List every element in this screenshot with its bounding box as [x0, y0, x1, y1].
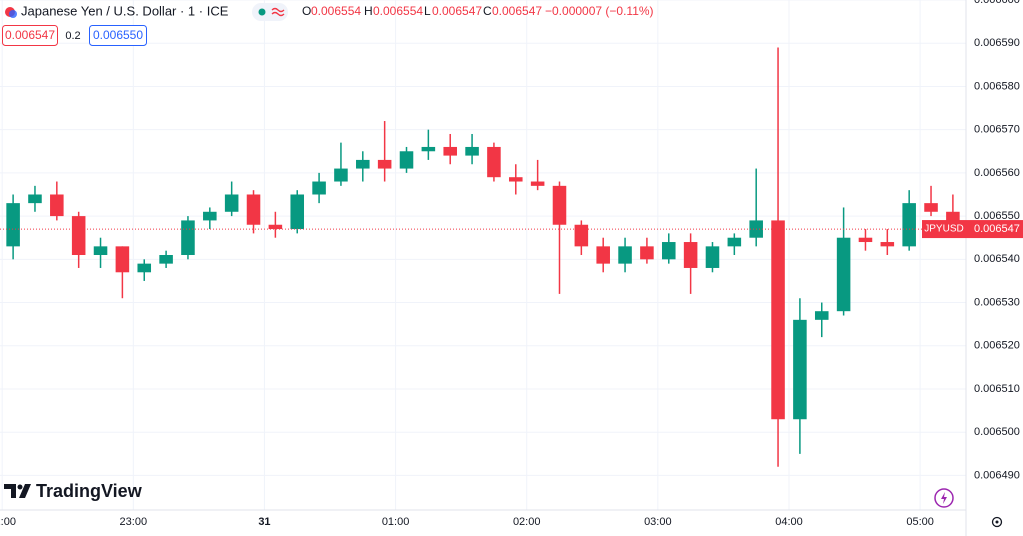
candles	[0, 47, 966, 467]
candle-body	[28, 194, 42, 204]
candle-body	[115, 246, 130, 273]
x-tick-label: 04:00	[775, 516, 803, 528]
symbol-tag	[922, 220, 966, 239]
candle-body	[421, 146, 436, 152]
y-tick-label: 0.006510	[974, 383, 1020, 395]
x-tick-label: 22:00	[0, 516, 16, 528]
alert-icon[interactable]	[934, 488, 954, 508]
candle-body	[574, 224, 589, 247]
candle-body	[268, 224, 283, 230]
y-tick-label: 0.006580	[974, 80, 1020, 92]
candle-body	[246, 194, 261, 225]
candle-body	[727, 237, 742, 247]
candle-body	[924, 203, 938, 212]
settings-icon	[995, 520, 999, 524]
candle-body	[902, 203, 916, 247]
candle-body	[159, 255, 173, 264]
y-tick-label: 0.006550	[974, 210, 1020, 222]
ohlc-label: O	[302, 4, 311, 18]
symbol-tag-text: JPYUSD	[924, 224, 963, 235]
candle-body	[71, 216, 86, 255]
candle-body	[399, 151, 414, 169]
candle-body	[377, 159, 392, 169]
spread: 0.2	[65, 30, 80, 42]
y-tick-label: 0.006600	[974, 0, 1020, 6]
candle-body	[290, 194, 305, 230]
logo-text[interactable]: TradingView	[36, 481, 143, 501]
sell-price[interactable]: 0.006547	[5, 28, 55, 42]
ohlc-value: 0.006554	[311, 4, 361, 18]
alert-icon	[941, 492, 947, 504]
candle-body	[705, 246, 720, 268]
candle-body	[6, 203, 20, 247]
candle-body	[443, 146, 457, 156]
ohlc-label: C	[483, 4, 492, 18]
change: −0.000007 (−0.11%)	[545, 4, 654, 18]
ohlc-value: 0.006554	[373, 4, 423, 18]
x-tick-label: 01:00	[382, 516, 410, 528]
candle-body	[312, 181, 326, 195]
candle-body	[793, 319, 807, 420]
candle-body	[137, 263, 152, 273]
x-tick-label: 03:00	[644, 516, 672, 528]
candle-body	[640, 246, 654, 260]
candle-body	[203, 211, 217, 221]
ohlc-label: H	[364, 4, 373, 18]
ohlc-value: 0.006547	[432, 4, 482, 18]
candle-body	[509, 177, 523, 182]
candle-body	[661, 242, 676, 260]
logo-icon	[17, 484, 23, 490]
logo-icon	[4, 484, 31, 498]
grid	[0, 0, 966, 510]
candle-body	[356, 159, 370, 169]
x-tick-label: 31	[258, 516, 270, 528]
candle-body	[487, 146, 501, 178]
x-tick-label: 05:00	[906, 516, 934, 528]
candle-body	[181, 220, 195, 255]
y-tick-label: 0.006590	[974, 37, 1020, 49]
candle-body	[50, 194, 64, 217]
status-pill[interactable]	[252, 3, 288, 21]
y-tick-label: 0.006500	[974, 426, 1020, 438]
status-icon	[271, 7, 285, 17]
price-tag	[966, 220, 1023, 239]
candle-body	[224, 194, 239, 212]
buy-button[interactable]	[89, 25, 147, 46]
candle-body	[683, 242, 698, 268]
status-dot	[258, 8, 266, 16]
x-tick-label: 02:00	[513, 516, 541, 528]
candle-body	[93, 246, 108, 255]
ohlc-value: 0.006547	[492, 4, 542, 18]
candle-body	[858, 237, 873, 243]
y-tick-label: 0.006560	[974, 167, 1020, 179]
symbol-icon	[9, 10, 17, 18]
ohlc-label: L	[424, 4, 431, 18]
candle-body	[530, 181, 545, 186]
candle-body	[465, 146, 479, 156]
sell-button[interactable]	[2, 25, 58, 46]
candle-body	[836, 237, 851, 312]
candle-body	[596, 246, 610, 264]
x-tick-label: 23:00	[120, 516, 148, 528]
buy-price[interactable]: 0.006550	[93, 28, 143, 42]
symbol-title[interactable]: Japanese Yen / U.S. Dollar · 1 · ICE	[21, 3, 229, 18]
candle-body	[771, 220, 785, 420]
settings-icon[interactable]	[991, 516, 1003, 528]
y-tick-label: 0.006490	[974, 469, 1020, 481]
price-tag-text: 0.006547	[974, 223, 1020, 235]
y-tick-label: 0.006540	[974, 253, 1020, 265]
candle-body	[814, 311, 829, 320]
candle-body	[552, 185, 567, 225]
candle-body	[618, 246, 632, 264]
y-tick-label: 0.006520	[974, 340, 1020, 352]
candle-body	[880, 242, 895, 247]
y-tick-label: 0.006570	[974, 124, 1020, 136]
y-tick-label: 0.006530	[974, 296, 1020, 308]
candle-body	[334, 168, 348, 182]
